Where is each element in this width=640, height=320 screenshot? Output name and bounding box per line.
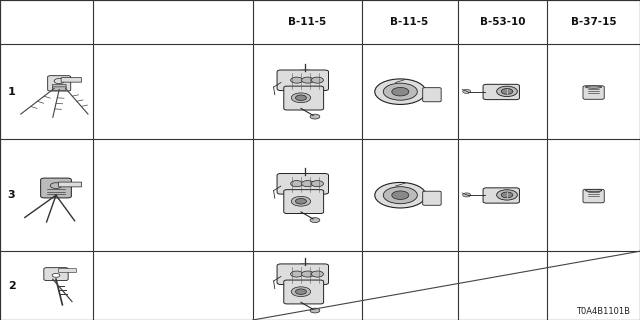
FancyBboxPatch shape — [44, 268, 68, 280]
Text: 2: 2 — [8, 281, 15, 291]
Text: B-37-15: B-37-15 — [571, 17, 616, 27]
Circle shape — [310, 218, 320, 223]
Circle shape — [301, 180, 314, 187]
FancyBboxPatch shape — [422, 191, 441, 205]
Circle shape — [291, 180, 303, 187]
Circle shape — [497, 190, 517, 200]
Circle shape — [463, 89, 471, 93]
Circle shape — [375, 182, 426, 208]
Circle shape — [310, 308, 320, 313]
FancyBboxPatch shape — [422, 88, 441, 102]
Circle shape — [383, 187, 417, 204]
FancyBboxPatch shape — [59, 182, 82, 187]
FancyBboxPatch shape — [52, 87, 66, 91]
FancyBboxPatch shape — [277, 173, 328, 194]
Circle shape — [392, 191, 409, 199]
Circle shape — [501, 89, 513, 94]
FancyBboxPatch shape — [52, 84, 66, 88]
Circle shape — [291, 77, 303, 83]
Circle shape — [497, 86, 517, 97]
Circle shape — [463, 193, 471, 197]
Circle shape — [291, 287, 310, 297]
Circle shape — [501, 192, 513, 198]
FancyBboxPatch shape — [284, 280, 324, 304]
FancyBboxPatch shape — [277, 264, 328, 284]
Circle shape — [52, 273, 60, 277]
FancyBboxPatch shape — [300, 264, 310, 267]
Circle shape — [296, 95, 307, 100]
Text: 3: 3 — [8, 190, 15, 200]
Circle shape — [291, 93, 310, 103]
Circle shape — [311, 77, 323, 83]
FancyBboxPatch shape — [47, 76, 70, 91]
FancyBboxPatch shape — [284, 86, 324, 110]
Text: T0A4B1101B: T0A4B1101B — [577, 307, 630, 316]
FancyBboxPatch shape — [483, 188, 520, 203]
FancyBboxPatch shape — [300, 174, 310, 177]
FancyBboxPatch shape — [583, 189, 604, 203]
Circle shape — [310, 114, 320, 119]
Circle shape — [296, 198, 307, 204]
Circle shape — [301, 77, 314, 83]
Circle shape — [301, 271, 314, 277]
FancyBboxPatch shape — [40, 178, 71, 198]
Text: B-11-5: B-11-5 — [288, 17, 326, 27]
FancyBboxPatch shape — [277, 70, 328, 91]
Circle shape — [311, 271, 323, 277]
Circle shape — [291, 196, 310, 206]
Circle shape — [296, 289, 307, 294]
Circle shape — [375, 79, 426, 104]
Circle shape — [311, 180, 323, 187]
Text: 1: 1 — [8, 87, 15, 97]
Circle shape — [383, 83, 417, 100]
Circle shape — [392, 87, 409, 96]
Text: B-11-5: B-11-5 — [390, 17, 429, 27]
FancyBboxPatch shape — [483, 84, 520, 100]
FancyBboxPatch shape — [59, 269, 77, 273]
Ellipse shape — [586, 189, 602, 192]
FancyBboxPatch shape — [284, 190, 324, 213]
Ellipse shape — [586, 86, 602, 88]
Text: B-53-10: B-53-10 — [479, 17, 525, 27]
FancyBboxPatch shape — [61, 78, 82, 82]
FancyBboxPatch shape — [583, 86, 604, 99]
FancyBboxPatch shape — [300, 70, 310, 73]
Circle shape — [291, 271, 303, 277]
